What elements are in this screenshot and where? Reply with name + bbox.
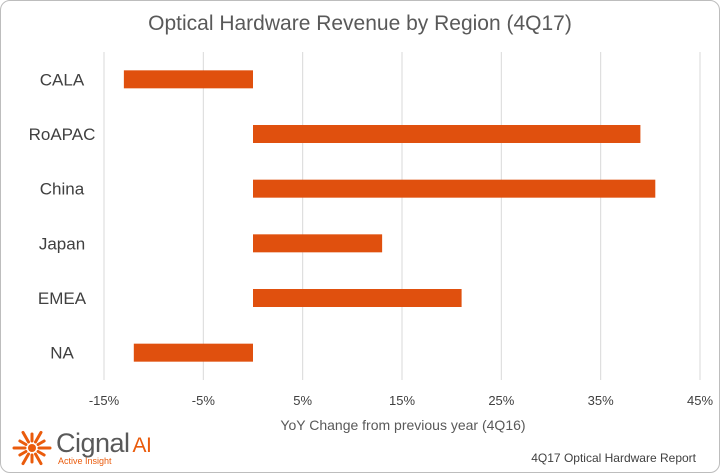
gridlines — [103, 52, 701, 380]
x-tick-label: 25% — [488, 393, 514, 408]
bar-emea — [253, 289, 462, 307]
logo-ray — [21, 430, 30, 444]
x-tick-labels: -15% -5% 5% 15% 25% 35% 45% — [89, 393, 714, 408]
category-label: Japan — [39, 234, 85, 253]
category-label: China — [40, 180, 85, 199]
x-axis-label: YoY Change from previous year (4Q16) — [280, 417, 525, 433]
x-tick-label: 5% — [293, 393, 312, 408]
logo-ray — [36, 439, 46, 446]
logo-ray — [18, 450, 28, 457]
bar-china — [253, 179, 656, 198]
logo-ray — [34, 452, 43, 466]
brand-name-text: Cignal — [56, 428, 130, 458]
brand-name: Cignal AI — [56, 428, 152, 459]
logo-ray — [21, 452, 30, 466]
bar-roapac — [253, 125, 641, 143]
chart-title: Optical Hardware Revenue by Region (4Q17… — [148, 12, 572, 35]
bar-cala — [123, 70, 253, 89]
bars — [123, 70, 656, 362]
x-tick-label: 35% — [588, 393, 614, 408]
x-tick-label: -5% — [192, 393, 216, 408]
cignal-logo-icon — [12, 430, 52, 466]
category-label: RoAPAC — [29, 125, 96, 144]
x-tick-label: 15% — [389, 393, 415, 408]
bar-na — [133, 343, 253, 362]
x-tick-label: 45% — [687, 393, 713, 408]
brand-ai-text: AI — [132, 434, 152, 457]
logo-ray — [36, 450, 46, 457]
category-label: CALA — [40, 70, 85, 89]
logo-core — [28, 444, 36, 452]
x-tick-label: -15% — [89, 393, 120, 408]
category-label: EMEA — [38, 289, 87, 308]
brand-tagline: Active Insight — [58, 456, 112, 466]
report-name: 4Q17 Optical Hardware Report — [531, 451, 696, 465]
logo-ray — [18, 439, 28, 446]
category-label: NA — [50, 344, 74, 363]
category-labels: CALA RoAPAC China Japan EMEA NA — [29, 70, 96, 362]
logo-ray — [34, 430, 43, 444]
bar-japan — [253, 234, 383, 253]
